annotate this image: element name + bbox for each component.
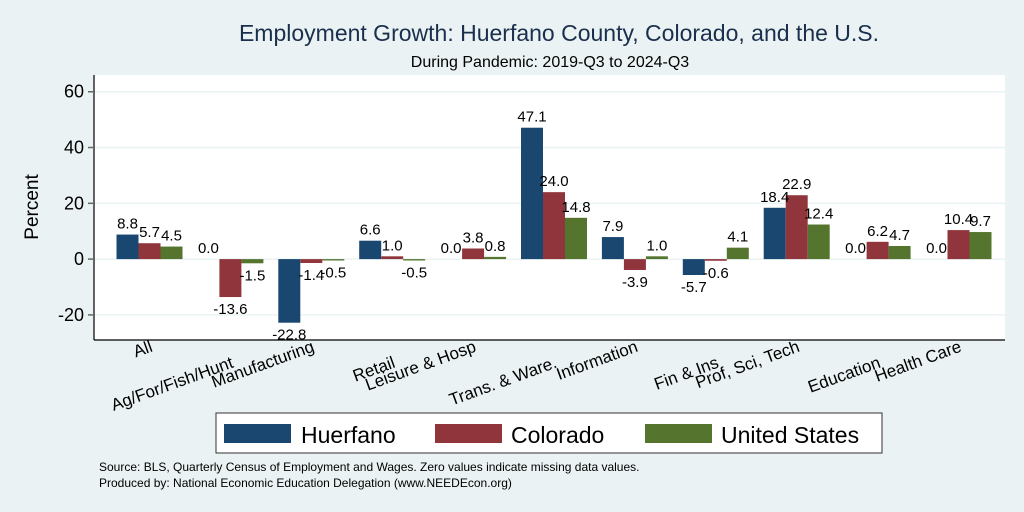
data-label-huerfano-prof-sci-tech: 18.4 <box>760 189 789 206</box>
bar-united-states-health-care <box>969 232 992 260</box>
data-label-united-states-manufacturing: -0.5 <box>320 265 346 282</box>
legend-swatch-united-states <box>645 424 712 443</box>
data-label-colorado-ag-for-fish-hunt: -13.6 <box>213 301 247 318</box>
bar-colorado-health-care <box>947 230 970 260</box>
bar-huerfano-retail <box>359 240 382 260</box>
data-label-huerfano-all: 8.8 <box>117 216 138 233</box>
data-label-united-states-information: 1.0 <box>646 237 667 254</box>
legend-swatch-colorado <box>435 424 502 443</box>
bar-huerfano-information <box>601 237 624 260</box>
data-label-united-states-all: 4.5 <box>161 228 182 245</box>
data-label-colorado-all: 5.7 <box>139 224 160 241</box>
y-ticks: 60 40 20 0 -20 <box>58 82 94 325</box>
data-labels: 8.85.7 4.50.0-13.6-1.5-22.8-1.4-0.56.61.0… <box>117 109 991 344</box>
y-axis-label: Percent <box>22 174 43 240</box>
bar-united-states-information <box>645 256 668 260</box>
legend: Huerfano Colorado United States <box>215 412 883 454</box>
bars <box>116 127 992 323</box>
data-label-colorado-information: -3.9 <box>622 274 648 291</box>
data-label-huerfano-leisure-hosp: 0.0 <box>441 240 462 257</box>
bar-united-states-retail <box>403 259 426 261</box>
data-label-colorado-trans-ware: 24.0 <box>539 173 568 190</box>
data-label-united-states-health-care: 9.7 <box>970 213 991 230</box>
chart-subtitle: During Pandemic: 2019-Q3 to 2024-Q3 <box>411 54 689 71</box>
x-tick-label-health-care: Health Care <box>872 337 964 386</box>
bar-colorado-manufacturing <box>300 259 323 264</box>
source-note: Source: BLS, Quarterly Census of Employm… <box>99 460 639 474</box>
data-label-united-states-education: 4.7 <box>889 227 910 244</box>
y-tick-label: 0 <box>74 249 84 269</box>
data-label-huerfano-fin-ins: -5.7 <box>681 279 707 296</box>
bar-colorado-trans-ware <box>543 192 565 260</box>
data-label-huerfano-ag-for-fish-hunt: 0.0 <box>198 240 219 257</box>
bar-united-states-trans-ware <box>565 217 587 260</box>
bar-colorado-education <box>866 241 889 260</box>
data-label-huerfano-retail: 6.6 <box>360 222 381 239</box>
data-label-colorado-fin-ins: -0.6 <box>703 265 729 282</box>
data-label-united-states-fin-ins: 4.1 <box>727 229 748 246</box>
bar-colorado-prof-sci-tech <box>785 195 808 260</box>
data-label-colorado-manufacturing: -1.4 <box>298 267 324 284</box>
legend-label-colorado: Colorado <box>511 422 604 448</box>
x-tick-label-education: Education <box>805 353 883 397</box>
y-tick-label: -20 <box>58 305 84 325</box>
data-label-huerfano-health-care: 0.0 <box>926 240 947 257</box>
bar-colorado-retail <box>381 256 404 260</box>
legend-label-huerfano: Huerfano <box>301 422 396 448</box>
data-label-united-states-trans-ware: 14.8 <box>561 199 590 216</box>
bar-united-states-education <box>888 245 911 260</box>
data-label-colorado-health-care: 10.4 <box>944 211 973 228</box>
data-label-united-states-ag-for-fish-hunt: -1.5 <box>239 267 265 284</box>
data-label-huerfano-education: 0.0 <box>845 240 866 257</box>
bar-united-states-ag-for-fish-hunt <box>241 259 264 264</box>
y-tick-label: 40 <box>64 138 84 158</box>
x-tick-label-information: Information <box>554 337 640 384</box>
y-tick-label: 20 <box>64 193 84 213</box>
data-label-huerfano-trans-ware: 47.1 <box>517 109 546 126</box>
bar-colorado-leisure-hosp <box>462 248 485 260</box>
bar-united-states-all <box>160 246 183 260</box>
bar-colorado-information <box>623 259 646 270</box>
bar-united-states-prof-sci-tech <box>807 224 830 260</box>
chart-title: Employment Growth: Huerfano County, Colo… <box>239 20 879 46</box>
data-label-united-states-leisure-hosp: 0.8 <box>485 238 506 255</box>
x-tick-label-trans-ware: Trans. & Ware. <box>447 353 560 410</box>
y-tick-label: 60 <box>64 82 84 102</box>
bar-huerfano-manufacturing <box>278 259 301 323</box>
bar-united-states-manufacturing <box>322 259 345 261</box>
data-label-colorado-leisure-hosp: 3.8 <box>463 230 484 247</box>
bar-huerfano-fin-ins <box>682 259 705 276</box>
data-label-colorado-retail: 1.0 <box>382 237 403 254</box>
bar-united-states-leisure-hosp <box>484 256 507 260</box>
data-label-colorado-prof-sci-tech: 22.9 <box>782 176 811 193</box>
bar-colorado-all <box>138 243 161 260</box>
bar-huerfano-trans-ware <box>521 127 543 260</box>
data-label-colorado-education: 6.2 <box>867 223 888 240</box>
data-label-huerfano-information: 7.9 <box>602 218 623 235</box>
data-label-united-states-retail: -0.5 <box>401 265 427 282</box>
data-label-united-states-prof-sci-tech: 12.4 <box>804 206 833 223</box>
bar-huerfano-prof-sci-tech <box>763 207 786 260</box>
legend-label-united-states: United States <box>721 422 859 448</box>
bar-united-states-fin-ins <box>726 247 749 260</box>
bar-colorado-ag-for-fish-hunt <box>219 259 242 298</box>
bar-colorado-fin-ins <box>704 259 727 261</box>
legend-swatch-huerfano <box>224 424 291 443</box>
bar-huerfano-all <box>116 234 139 260</box>
producer-note: Produced by: National Economic Education… <box>99 476 512 490</box>
